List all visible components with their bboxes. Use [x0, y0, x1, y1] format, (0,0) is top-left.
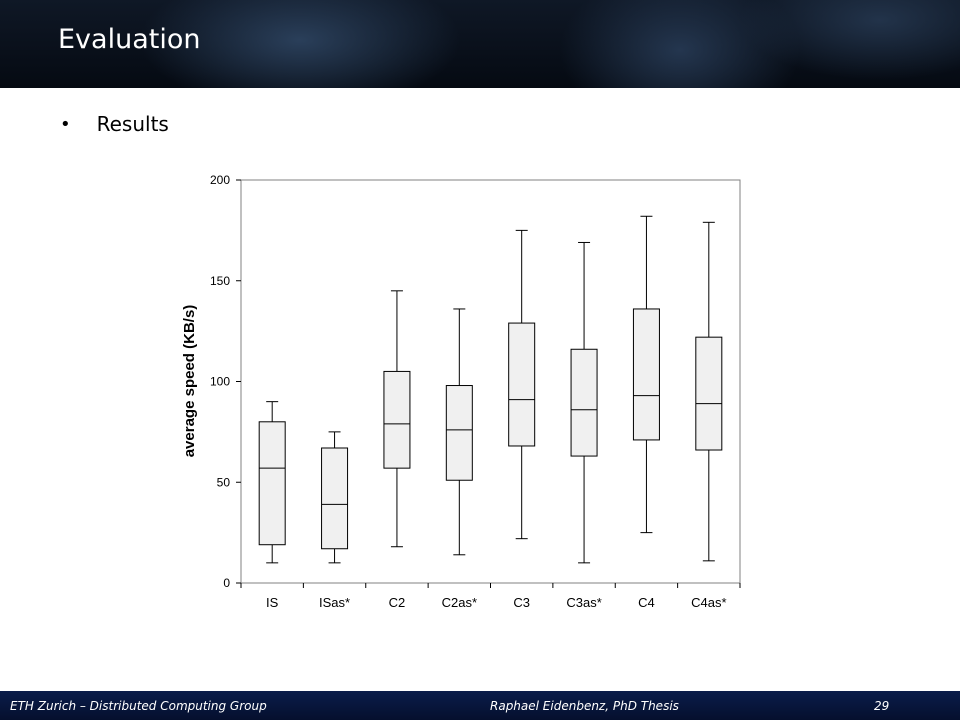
box-ISas* — [321, 431, 349, 564]
iqr-box — [570, 348, 598, 457]
box-C2as* — [445, 308, 473, 556]
x-tick-label: C4 — [638, 595, 655, 610]
bullet-text: Results — [96, 112, 169, 136]
x-axis: IS ISas* C2 C2as* C3 C3as* C4 C4as* — [240, 583, 741, 610]
bullet-item: • Results — [60, 112, 169, 136]
box-IS — [258, 401, 286, 564]
box-C3 — [508, 229, 536, 540]
iqr-box — [258, 421, 286, 546]
page-number: 29 — [874, 699, 890, 713]
x-tick-label: C4as* — [691, 595, 726, 610]
iqr-box — [632, 308, 660, 441]
iqr-box — [508, 322, 536, 447]
plot-area — [240, 179, 741, 584]
x-tick-label: C3 — [513, 595, 530, 610]
x-tick-label: ISas* — [319, 595, 350, 610]
y-tick-label: 0 — [223, 576, 230, 590]
x-tick-label: C3as* — [566, 595, 601, 610]
box-C3as* — [570, 241, 598, 564]
iqr-box — [445, 385, 473, 481]
iqr-box — [695, 336, 723, 451]
y-axis: 0 50 100 150 200 — [210, 173, 241, 590]
slide-header: Evaluation — [0, 0, 960, 88]
footer-bar: ETH Zurich – Distributed Computing Group… — [0, 691, 960, 720]
y-axis-label: average speed (KB/s) — [181, 305, 198, 458]
box-C2 — [383, 290, 411, 548]
y-tick-label: 50 — [217, 475, 231, 489]
x-tick-label: C2 — [389, 595, 406, 610]
box-C4 — [632, 215, 660, 534]
y-tick-label: 200 — [210, 173, 230, 187]
y-tick-label: 100 — [210, 375, 230, 389]
iqr-box — [383, 370, 411, 469]
x-tick-label: C2as* — [442, 595, 477, 610]
bullet-icon: • — [60, 113, 71, 135]
footer-thesis: Raphael Eidenbenz, PhD Thesis — [490, 699, 679, 713]
box-C4as* — [695, 221, 723, 562]
x-tick-label: IS — [266, 595, 279, 610]
y-tick-label: 150 — [210, 274, 230, 288]
iqr-box — [321, 447, 349, 550]
slide-title: Evaluation — [58, 24, 201, 55]
footer-affiliation: ETH Zurich – Distributed Computing Group — [10, 699, 267, 713]
boxes-group — [258, 215, 723, 564]
